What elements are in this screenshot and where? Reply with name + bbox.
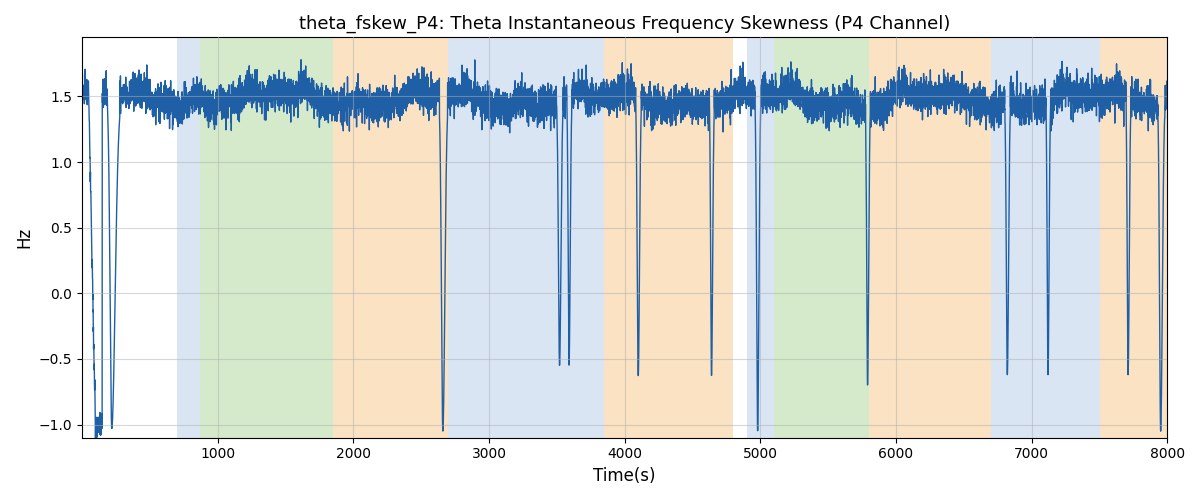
Bar [332, 38, 449, 438]
Bar [869, 38, 991, 438]
Bar [1099, 38, 1168, 438]
Bar [176, 38, 200, 438]
Bar [605, 38, 733, 438]
Bar [449, 38, 605, 438]
Bar [774, 38, 869, 438]
Bar [200, 38, 332, 438]
Y-axis label: Hz: Hz [14, 227, 32, 248]
Title: theta_fskew_P4: Theta Instantaneous Frequency Skewness (P4 Channel): theta_fskew_P4: Theta Instantaneous Freq… [299, 15, 950, 34]
Bar [746, 38, 774, 438]
Bar [991, 38, 1099, 438]
X-axis label: Time(s): Time(s) [594, 467, 656, 485]
